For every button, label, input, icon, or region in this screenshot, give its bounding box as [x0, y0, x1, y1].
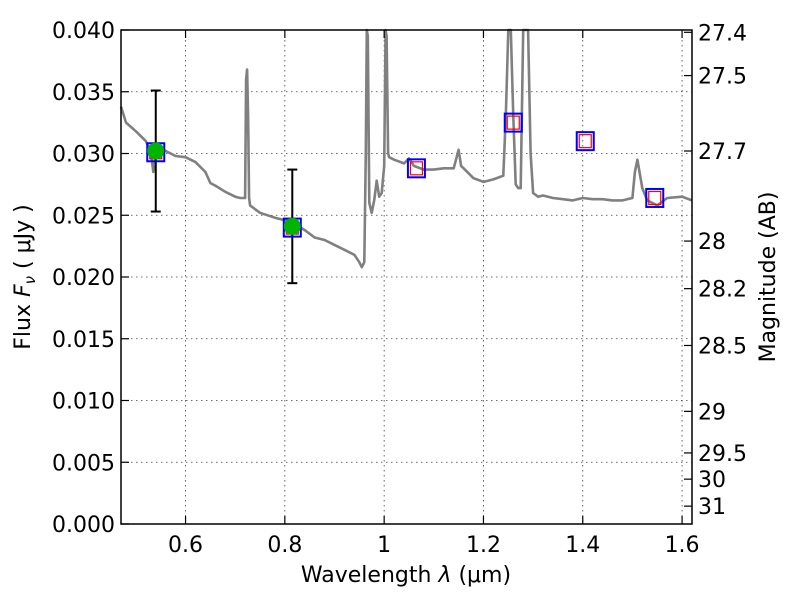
y2-axis-label: Magnitude (AB): [756, 192, 781, 363]
x-tick-label: 1.6: [665, 533, 700, 558]
x-axis-label: Wavelength λ (μm): [301, 563, 511, 588]
y2-tick-label: 27.4: [698, 21, 747, 46]
y-tick-label: 0.035: [52, 81, 115, 106]
model-photometry-inner-box: [578, 134, 592, 149]
y-tick-label: 0.015: [52, 328, 115, 353]
model-photometry-inner-box: [409, 161, 424, 176]
grid-lines: [121, 29, 692, 525]
model-spectrum-line: [119, 28, 693, 269]
model-photometry-box: [575, 131, 595, 152]
model-photometry-inner-box: [648, 190, 662, 206]
photometry-markers: [146, 112, 665, 238]
model-photometry-inner-box: [506, 115, 520, 130]
y-tick-label: 0.020: [52, 266, 115, 291]
y2-tick-label: 30: [698, 468, 726, 493]
observed-photometry-point: [147, 142, 165, 160]
y2-tick-label: 29.5: [698, 442, 747, 467]
x-axis-ticks: 0.6 0.8 1 1.2 1.4 1.6: [168, 30, 700, 558]
y2-tick-label: 27.7: [698, 140, 747, 165]
x-tick-label: 1.2: [466, 533, 501, 558]
x-tick-label: 1: [377, 533, 391, 558]
y-axis-ticks: 0.000 0.005 0.010 0.015 0.020 0.025 0.030 0.035…: [52, 19, 129, 538]
x-tick-label: 1.4: [565, 533, 600, 558]
y-tick-label: 0.010: [52, 390, 115, 415]
error-bars: [150, 89, 298, 285]
model-photometry-box: [406, 158, 426, 179]
x-tick-label: 0.6: [168, 533, 203, 558]
y-tick-label: 0.005: [52, 451, 115, 476]
y-axis-label: Flux Fν ( μJy ): [11, 204, 39, 349]
y-tick-label: 0.030: [52, 143, 115, 168]
y-tick-label: 0.025: [52, 204, 115, 229]
y2-tick-label: 28: [698, 230, 726, 255]
model-photometry-box: [503, 112, 523, 133]
y2-tick-label: 27.5: [698, 65, 747, 90]
y-tick-label: 0.040: [52, 19, 115, 44]
y2-tick-label: 29: [698, 400, 726, 425]
y2-tick-label: 28.5: [698, 334, 747, 359]
y2-tick-label: 28.2: [698, 278, 747, 303]
y-tick-label: 0.000: [52, 513, 115, 538]
y2-tick-label: 31: [698, 495, 726, 520]
x-tick-label: 0.8: [267, 533, 302, 558]
model-photometry-box: [645, 187, 665, 208]
plot-area: [119, 28, 693, 285]
observed-photometry-point: [283, 217, 301, 235]
